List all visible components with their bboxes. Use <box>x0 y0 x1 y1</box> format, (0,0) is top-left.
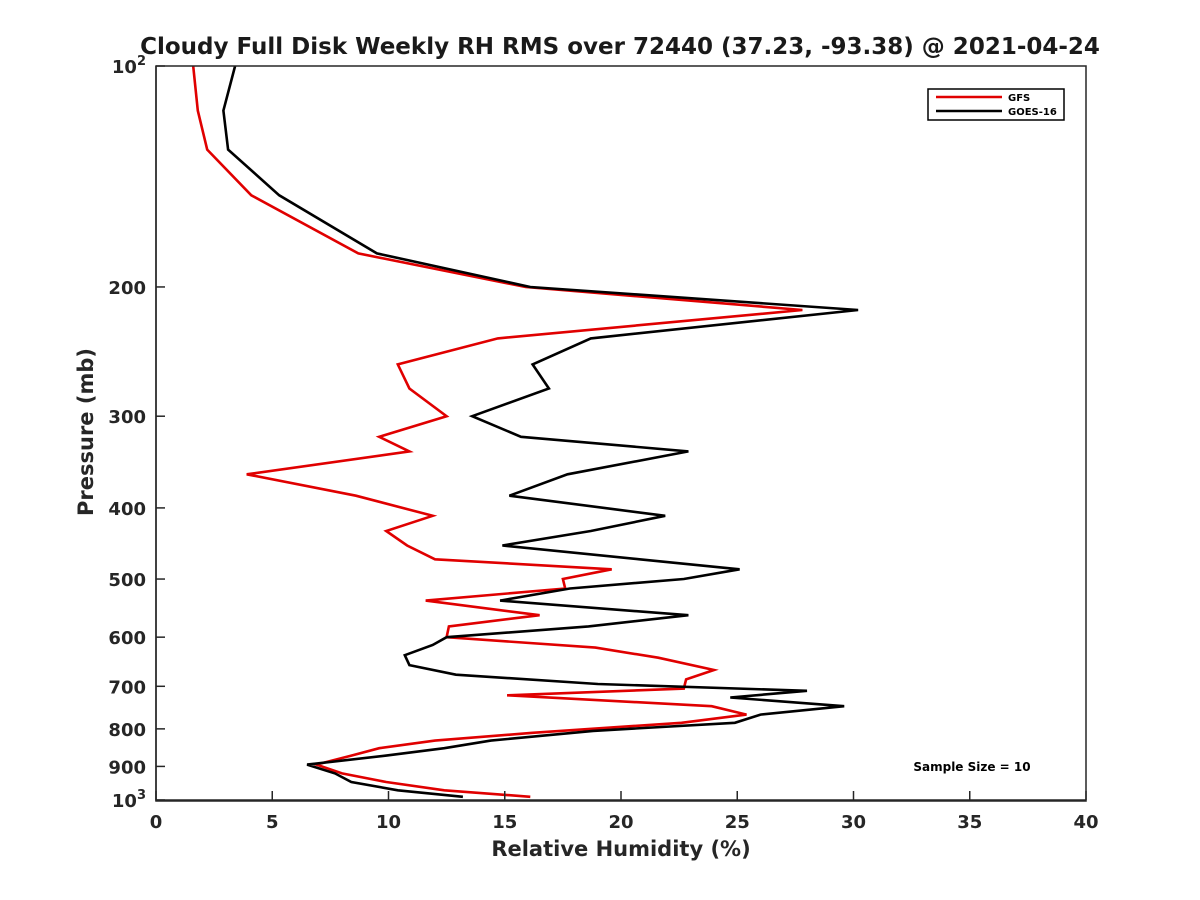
y-tick-label: 200 <box>108 278 146 299</box>
series-lines <box>191 65 859 799</box>
y-tick-label: 102 <box>112 54 146 78</box>
x-tick-label: 30 <box>841 812 866 833</box>
series-line-gfs <box>191 65 803 799</box>
x-axis-label: Relative Humidity (%) <box>491 837 750 861</box>
legend-entry-goes16: GOES-16 <box>1008 107 1057 118</box>
legend-entry-gfs: GFS <box>1008 93 1030 104</box>
y-tick-label: 700 <box>108 677 146 698</box>
x-axis-ticks: 0 5 10 15 20 25 30 35 40 <box>150 791 1099 833</box>
x-tick-label: 15 <box>492 812 517 833</box>
x-tick-label: 35 <box>957 812 982 833</box>
x-tick-label: 40 <box>1073 812 1098 833</box>
legend: GFS GOES-16 <box>927 88 1065 121</box>
y-tick-label: 103 <box>112 788 146 812</box>
y-tick-label: 500 <box>108 570 146 591</box>
x-tick-label: 25 <box>725 812 750 833</box>
y-axis-ticks: 102 200 300 400 500 600 700 800 900 103 <box>108 54 165 812</box>
y-tick-label: 800 <box>108 720 146 741</box>
x-tick-label: 0 <box>150 812 163 833</box>
series-line-goes16 <box>222 65 859 799</box>
x-tick-label: 20 <box>608 812 633 833</box>
chart-title: Cloudy Full Disk Weekly RH RMS over 7244… <box>140 34 1100 60</box>
x-tick-label: 10 <box>376 812 401 833</box>
y-tick-label: 300 <box>108 407 146 428</box>
y-tick-label: 600 <box>108 628 146 649</box>
x-tick-label: 5 <box>266 812 279 833</box>
y-tick-label: 400 <box>108 499 146 520</box>
y-tick-label: 900 <box>108 757 146 778</box>
legend-box <box>927 88 1065 121</box>
sample-size-annotation: Sample Size = 10 <box>913 760 1030 774</box>
y-axis-label: Pressure (mb) <box>74 348 98 516</box>
